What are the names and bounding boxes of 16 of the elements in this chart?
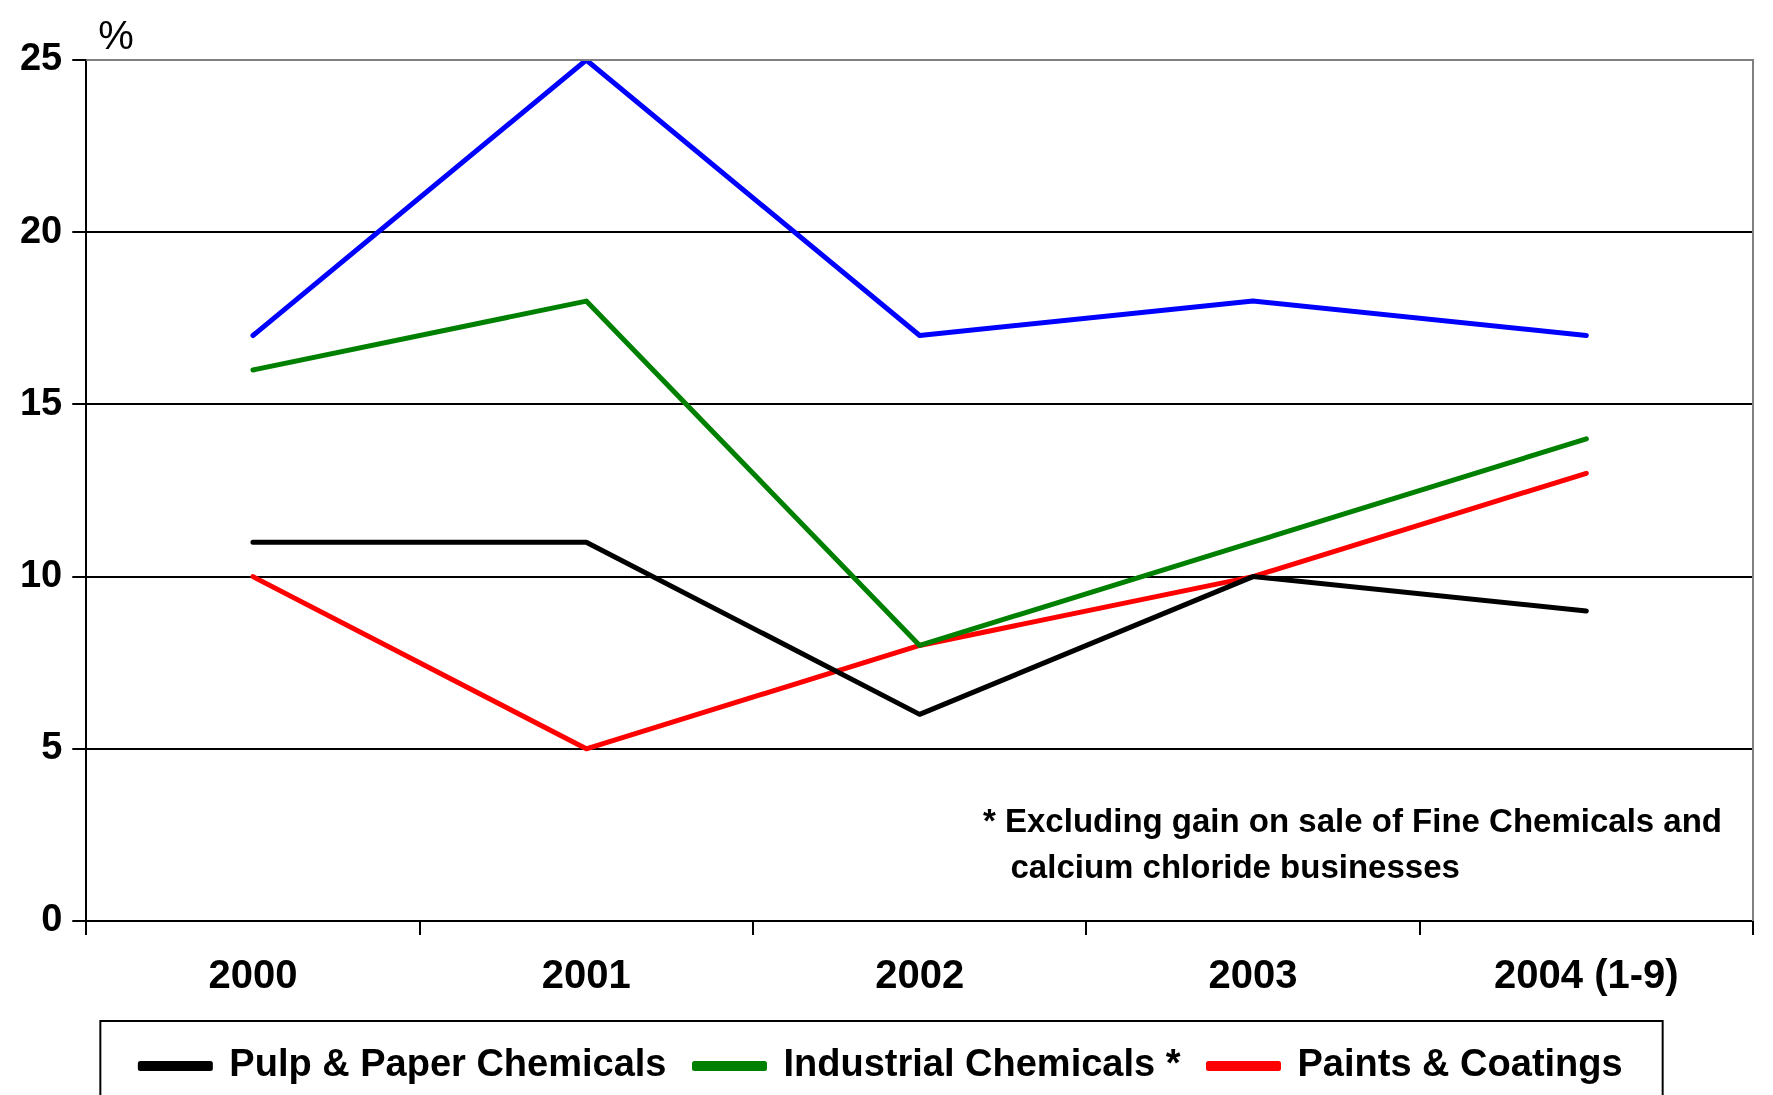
x-tick-label: 2004 (1-9) <box>1494 952 1679 997</box>
x-tick-label: 2002 <box>875 952 965 997</box>
y-tick-label: 5 <box>41 725 63 768</box>
y-tick-label: 20 <box>19 208 63 251</box>
y-axis-title: % <box>98 13 134 58</box>
annotation: * Excluding gain on sale of Fine Chemicals and calcium chloride businesses <box>983 801 1722 885</box>
x-tick-label: 2000 <box>208 952 298 997</box>
legend-label: Pulp & Paper Chemicals <box>229 1042 667 1085</box>
y-tick-label: 10 <box>19 553 63 596</box>
legend-label: Paints & Coatings <box>1297 1042 1623 1085</box>
legend-label: Industrial Chemicals * <box>783 1042 1181 1085</box>
y-tick-label: 0 <box>41 897 63 940</box>
y-tick-label: 25 <box>19 36 63 79</box>
x-tick-label: 2001 <box>541 952 631 997</box>
x-tick-label: 2003 <box>1208 952 1298 997</box>
y-tick-label: 15 <box>19 380 63 423</box>
